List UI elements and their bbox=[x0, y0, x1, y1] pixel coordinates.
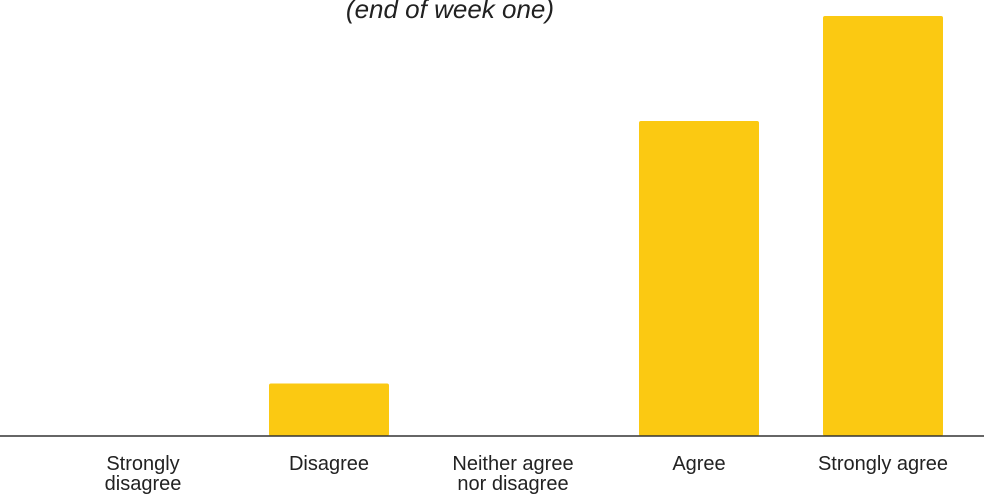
chart-title: (end of week one) bbox=[345, 0, 555, 24]
bar bbox=[823, 16, 943, 436]
x-tick-label: Strongly agree bbox=[818, 453, 948, 475]
x-tick-labels: Strongly disagree Disagree Neither agree nor… bbox=[105, 453, 948, 494]
bar bbox=[639, 121, 759, 436]
x-tick-label: Disagree bbox=[289, 453, 369, 475]
bar bbox=[269, 383, 389, 436]
x-tick-label: Strongly disagree bbox=[105, 453, 182, 494]
x-tick-label: Agree bbox=[672, 453, 725, 475]
bars-layer bbox=[269, 16, 943, 436]
x-tick-label: Neither agree nor disagree bbox=[452, 453, 573, 494]
